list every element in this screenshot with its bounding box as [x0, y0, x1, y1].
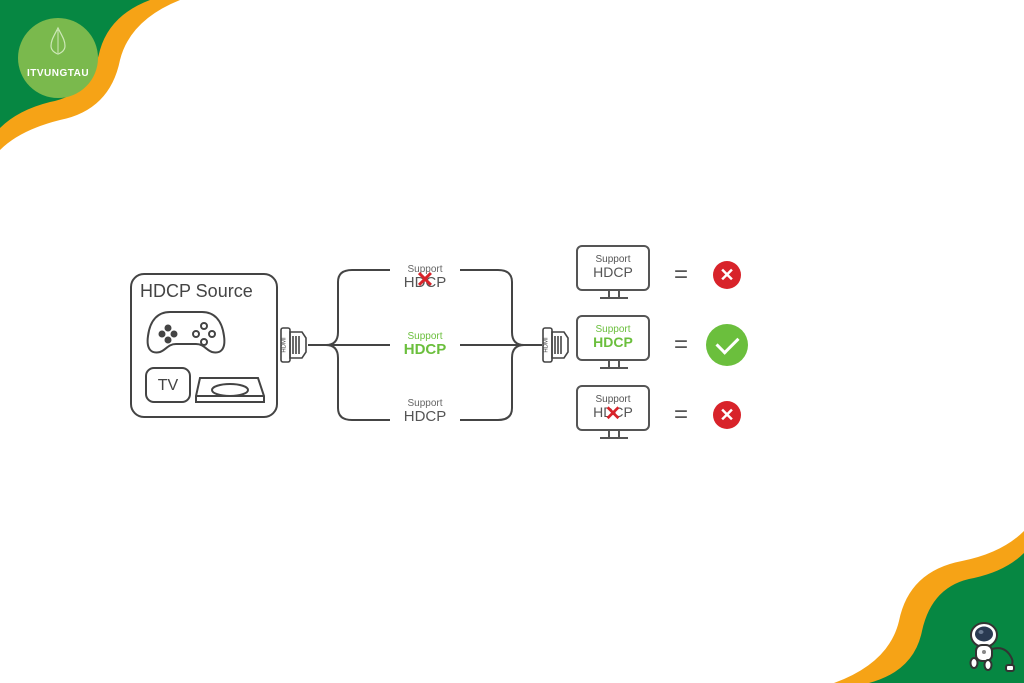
result-row-1: Support HDCP = ✕	[576, 245, 748, 305]
result-row-3: Support HDCP ✕ = ✕	[576, 385, 748, 445]
hdmi-connector-right: HDMI	[540, 322, 570, 368]
equals-3: =	[674, 401, 688, 429]
monitor-3: Support HDCP ✕	[576, 385, 652, 445]
hdmi-connector-left: HDMI	[278, 322, 308, 368]
hdcp-diagram: HDCP Source TV	[130, 230, 910, 460]
displays-column: Support HDCP = ✕ Support HDCP =	[576, 245, 748, 445]
brand-logo-text: ITVUNGTAU	[27, 68, 89, 79]
cable-support-1: Support HDCP ✕	[390, 265, 460, 292]
monitor-2: Support HDCP	[576, 315, 652, 375]
hdmi-label: HDMI	[282, 337, 288, 353]
gamepad-icon	[148, 312, 225, 352]
brand-logo: ITVUNGTAU	[18, 18, 98, 98]
result-pass-icon	[706, 324, 748, 366]
split-bracket-right	[460, 260, 542, 430]
svg-text:HDMI: HDMI	[544, 337, 550, 353]
source-devices: TV	[140, 306, 268, 413]
equals-1: =	[674, 261, 688, 289]
astronaut-mascot-icon	[958, 615, 1016, 673]
cable-support-3: Support HDCP	[390, 399, 460, 426]
result-row-2: Support HDCP =	[576, 315, 748, 375]
source-title: HDCP Source	[140, 281, 268, 302]
split-bracket-left	[308, 260, 390, 430]
cable-support-column: Support HDCP ✕ Support HDCP Support HDCP	[390, 265, 460, 425]
tv-box-icon: TV	[146, 368, 190, 402]
svg-text:TV: TV	[158, 377, 179, 394]
result-fail-icon: ✕	[713, 401, 741, 429]
result-fail-icon: ✕	[713, 261, 741, 289]
monitor-1: Support HDCP	[576, 245, 652, 305]
equals-2: =	[674, 331, 688, 359]
leaf-icon	[45, 26, 71, 56]
cable-support-2: Support HDCP	[390, 332, 460, 359]
hdcp-source-box: HDCP Source TV	[130, 273, 278, 418]
disc-player-icon	[196, 378, 264, 402]
